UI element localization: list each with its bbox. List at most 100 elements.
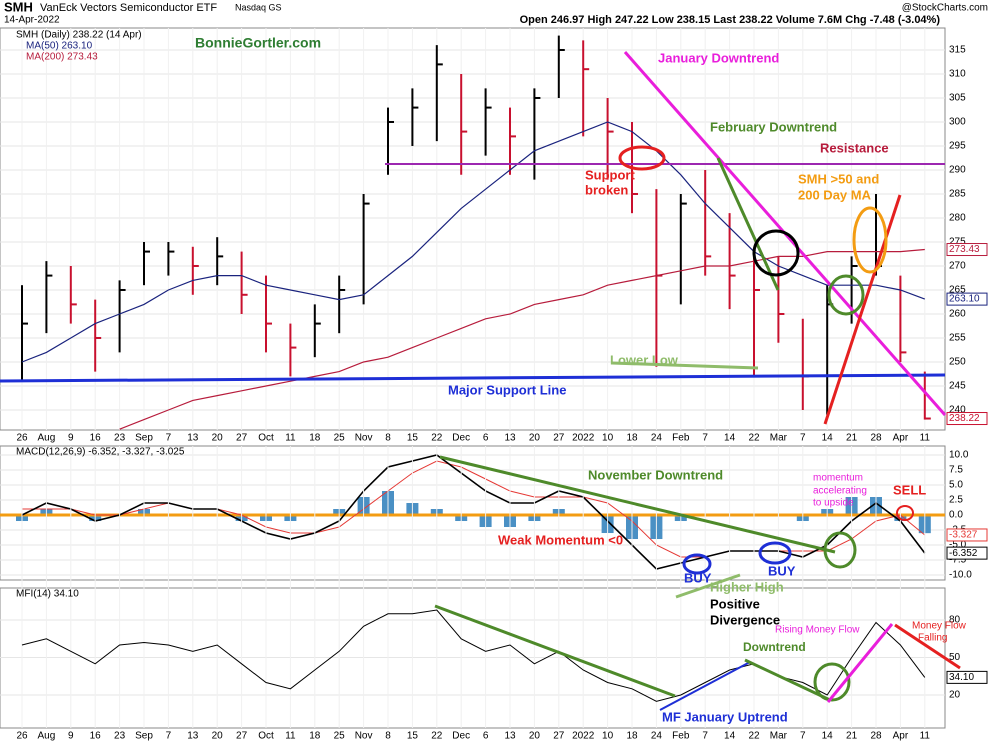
- x-tick-label: Feb: [672, 731, 690, 742]
- annotation: Lower Low: [610, 352, 679, 367]
- annotation: January Downtrend: [658, 50, 779, 65]
- last-value-box: [946, 412, 988, 426]
- support-line: [0, 373, 946, 383]
- x-tick-label: 7: [166, 731, 172, 742]
- y-tick-label: 245: [949, 381, 966, 392]
- x-tick-label: 23: [114, 731, 126, 742]
- source: @StockCharts.com: [902, 3, 988, 14]
- x-tick-label: 2022: [572, 731, 595, 742]
- x-tick-label: 25: [334, 731, 346, 742]
- x-tick-label: Aug: [38, 433, 56, 444]
- x-tick-label: Oct: [258, 731, 274, 742]
- last-value-label: 34.10: [949, 672, 974, 683]
- last-value-label: -6.352: [949, 548, 978, 559]
- annotation: Higher High: [710, 579, 784, 594]
- x-tick-label: 26: [16, 731, 28, 742]
- x-tick-label: 27: [553, 433, 565, 444]
- y-tick-label: 305: [949, 93, 966, 104]
- x-tick-label: 27: [236, 731, 248, 742]
- annotation-lines: [0, 51, 961, 711]
- ellipse: [813, 662, 851, 702]
- x-tick-label: 6: [483, 433, 489, 444]
- y-tick-label: 0.0: [949, 510, 963, 521]
- x-tick-label: Dec: [452, 731, 470, 742]
- x-tick-label: Sep: [135, 433, 153, 444]
- x-tick-label: Mar: [770, 731, 788, 742]
- x-tick-label: 27: [553, 731, 565, 742]
- annotation: MF January Uptrend: [662, 709, 788, 724]
- x-tick-label: 16: [90, 731, 102, 742]
- x-tick-label: 9: [68, 731, 74, 742]
- x-tick-label: 26: [16, 433, 28, 444]
- x-tick-label: 7: [702, 433, 708, 444]
- ellipse: [827, 274, 865, 316]
- x-tick-label: 25: [334, 433, 346, 444]
- y-tick-label: 280: [949, 213, 966, 224]
- lower-low-arrow: [611, 361, 759, 370]
- ellipse: [752, 229, 800, 277]
- y-tick-label: 315: [949, 45, 966, 56]
- annotation: November Downtrend: [588, 467, 723, 482]
- x-tick-label: 7: [702, 731, 708, 742]
- uptrend-line: [823, 194, 902, 425]
- x-tick-label: 15: [407, 433, 419, 444]
- ellipse: [852, 206, 888, 274]
- x-tick-label: 7: [166, 433, 172, 444]
- x-tick-label: 24: [651, 731, 663, 742]
- annotation: SMH >50 and: [798, 171, 879, 186]
- annotation: momentum: [813, 473, 863, 484]
- y-tick-label: 260: [949, 309, 966, 320]
- last-value-label: -3.327: [949, 530, 978, 541]
- higher-high-arrow: [675, 573, 741, 599]
- x-tick-label: 14: [724, 433, 736, 444]
- annotation: BUY: [768, 563, 796, 578]
- x-tick-label: 13: [187, 433, 199, 444]
- last-value-label: 238.22: [949, 413, 980, 424]
- ellipse: [618, 145, 666, 171]
- annotation: BUY: [684, 570, 712, 585]
- x-tick-label: 11: [920, 731, 931, 742]
- annotation: Rising Money Flow: [775, 625, 860, 636]
- x-tick-label: 24: [651, 433, 663, 444]
- x-tick-label: 7: [800, 433, 806, 444]
- moving-average: [119, 248, 925, 430]
- x-tick-label: 16: [90, 433, 102, 444]
- y-tick-label: 275: [949, 237, 966, 248]
- legend-ma50: MA(50) 263.10: [26, 41, 93, 52]
- february-downtrend: [716, 157, 780, 291]
- legend-macd: MACD(12,26,9) -6.352, -3.327, -3.025: [16, 447, 185, 458]
- x-tick-label: Oct: [258, 433, 274, 444]
- y-tick-label: 300: [949, 117, 966, 128]
- x-tick-label: Apr: [893, 731, 909, 742]
- x-tick-label: Nov: [355, 731, 373, 742]
- x-tick-label: 15: [407, 731, 419, 742]
- annotation: Major Support Line: [448, 382, 566, 397]
- mf-january-uptrend: [659, 661, 751, 711]
- annotation: to upside: [813, 498, 854, 509]
- y-tick-label: 10.0: [949, 450, 969, 461]
- x-tick-label: Apr: [893, 433, 909, 444]
- x-tick-label: 10: [602, 433, 614, 444]
- x-tick-label: 20: [212, 433, 224, 444]
- x-tick-label: 10: [602, 731, 614, 742]
- y-tick-label: 80: [949, 615, 961, 626]
- annotation: Weak Momentum <0: [498, 532, 623, 547]
- y-tick-label: -10.0: [949, 570, 972, 581]
- x-tick-label: 9: [68, 433, 74, 444]
- ellipse: [682, 553, 712, 575]
- moving-average: [21, 121, 926, 363]
- annotation: Divergence: [710, 612, 780, 627]
- y-tick-label: 310: [949, 69, 966, 80]
- site: BonnieGortler.com: [195, 35, 321, 51]
- last-value-label: 273.43: [949, 244, 980, 255]
- x-tick-label: 7: [800, 731, 806, 742]
- y-tick-label: 295: [949, 141, 966, 152]
- x-tick-label: 20: [529, 433, 541, 444]
- y-tick-label: 285: [949, 189, 966, 200]
- money-flow-falling: [894, 623, 961, 670]
- x-tick-label: Dec: [452, 433, 470, 444]
- x-tick-label: Feb: [672, 433, 690, 444]
- x-tick-label: 14: [822, 433, 834, 444]
- last-value-box: [946, 243, 988, 257]
